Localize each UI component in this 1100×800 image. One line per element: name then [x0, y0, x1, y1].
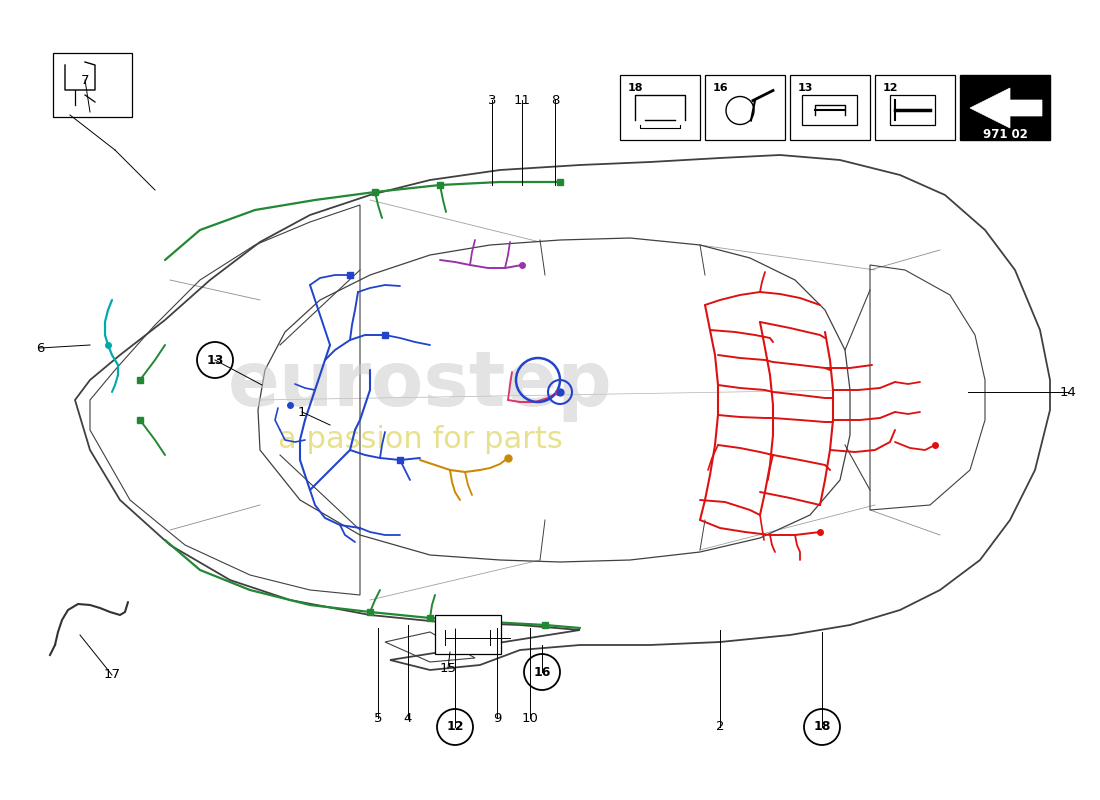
Text: 9: 9 — [493, 711, 502, 725]
Text: 13: 13 — [798, 83, 813, 93]
Text: 3: 3 — [487, 94, 496, 106]
Text: 6: 6 — [36, 342, 44, 354]
FancyBboxPatch shape — [53, 53, 132, 117]
Text: 971 02: 971 02 — [982, 128, 1027, 141]
Text: eurostep: eurostep — [228, 348, 613, 422]
FancyBboxPatch shape — [705, 75, 785, 140]
Text: 13: 13 — [207, 354, 223, 366]
FancyBboxPatch shape — [790, 75, 870, 140]
FancyBboxPatch shape — [434, 615, 500, 654]
Text: 17: 17 — [103, 669, 121, 682]
Text: 10: 10 — [521, 711, 538, 725]
Text: 11: 11 — [514, 94, 530, 106]
Text: 5: 5 — [374, 711, 383, 725]
Text: 12: 12 — [883, 83, 899, 93]
Text: 15: 15 — [440, 662, 456, 674]
Text: 4: 4 — [404, 711, 412, 725]
Text: 18: 18 — [628, 83, 643, 93]
Text: 7: 7 — [80, 74, 89, 86]
Text: 1: 1 — [298, 406, 306, 418]
Text: 16: 16 — [534, 666, 551, 678]
FancyBboxPatch shape — [890, 95, 935, 125]
FancyBboxPatch shape — [960, 75, 1050, 140]
Text: 2: 2 — [716, 721, 724, 734]
FancyBboxPatch shape — [874, 75, 955, 140]
Text: 16: 16 — [713, 83, 728, 93]
Text: 14: 14 — [1059, 386, 1077, 398]
Text: 18: 18 — [813, 721, 830, 734]
Text: a passion for parts: a passion for parts — [277, 426, 562, 454]
FancyBboxPatch shape — [620, 75, 700, 140]
Text: 8: 8 — [551, 94, 559, 106]
Polygon shape — [970, 88, 1042, 128]
Text: 12: 12 — [447, 721, 464, 734]
FancyBboxPatch shape — [802, 95, 857, 125]
